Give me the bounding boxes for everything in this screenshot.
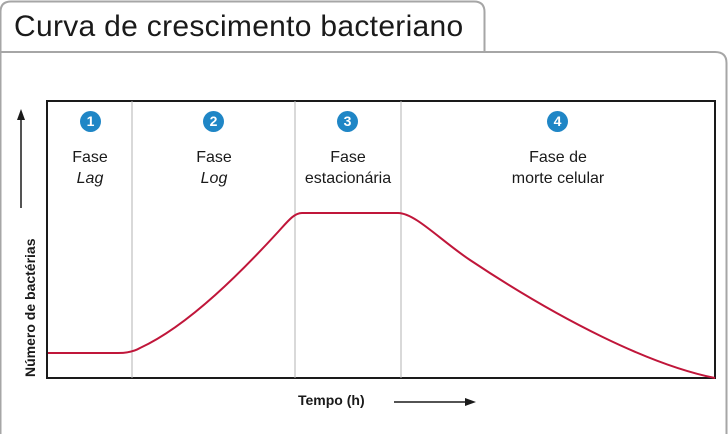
phase-1-label: Fase Lag xyxy=(50,147,130,189)
phase-4-label-line1: Fase de xyxy=(529,149,587,166)
phase-3-label-line1: Fase xyxy=(330,149,366,166)
x-axis-arrow-icon xyxy=(465,398,476,406)
phase-3-label-line2: estacionária xyxy=(304,170,392,187)
phase-3-number-badge: 3 xyxy=(337,111,358,132)
chart-box xyxy=(46,100,716,379)
phase-2-number-badge: 2 xyxy=(203,111,224,132)
y-axis-arrow-icon xyxy=(17,109,25,120)
phase-1-number-badge: 1 xyxy=(80,111,101,132)
y-axis-label: Número de bactérias xyxy=(22,238,38,378)
phase-4-label-line2: morte celular xyxy=(511,170,605,187)
phase-2-label-line2: Log xyxy=(200,170,228,187)
phase-3-label: Fase estacionária xyxy=(296,147,400,189)
phase-2-label: Fase Log xyxy=(174,147,254,189)
phase-1-label-line2: Lag xyxy=(76,170,104,187)
phase-4-label: Fase de morte celular xyxy=(488,147,628,189)
phase-2-label-line1: Fase xyxy=(196,149,232,166)
x-axis-label: Tempo (h) xyxy=(298,392,365,408)
phase-1-label-line1: Fase xyxy=(72,149,108,166)
phase-4-number-badge: 4 xyxy=(547,111,568,132)
growth-curve xyxy=(48,212,716,379)
diagram-title: Curva de crescimento bacteriano xyxy=(14,10,464,43)
